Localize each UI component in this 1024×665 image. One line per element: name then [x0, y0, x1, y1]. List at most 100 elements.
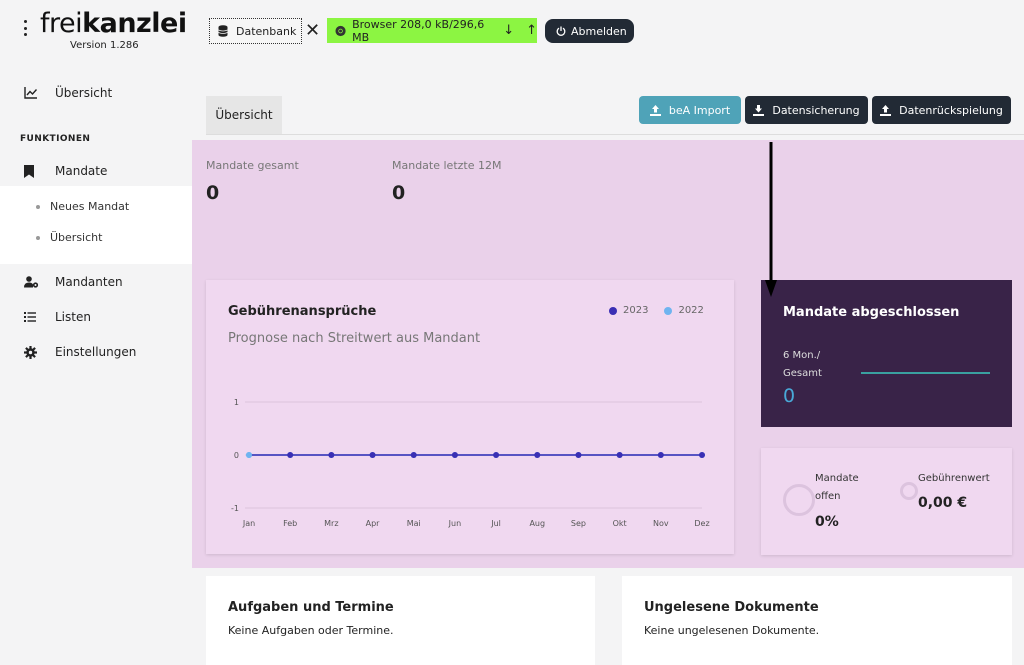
stat-last12-label: Mandate letzte 12M — [392, 159, 502, 172]
x-tick-label: Feb — [283, 519, 297, 528]
sidebar-subitem-label: Neues Mandat — [50, 200, 130, 213]
closed-card-title: Mandate abgeschlossen — [783, 305, 960, 320]
fee-value: 0,00 € — [918, 495, 968, 511]
main-content: Übersicht beA Import Datensicherung Date… — [192, 62, 1024, 665]
data-point-2022 — [246, 452, 252, 458]
chart-line-icon — [0, 87, 55, 99]
stat-total-value: 0 — [206, 182, 220, 204]
tasks-card: Aufgaben und Termine Keine Aufgaben oder… — [206, 576, 595, 665]
bullet-icon — [36, 235, 40, 240]
x-tick-label: Okt — [613, 519, 627, 528]
open-ring-icon — [783, 484, 815, 516]
upload-icon — [880, 104, 892, 116]
x-tick-label: Aug — [529, 519, 545, 528]
sidebar-item-overview[interactable]: Übersicht — [0, 77, 192, 109]
data-point-2023 — [534, 452, 541, 458]
legend-label[interactable]: 2023 — [623, 305, 649, 316]
bea-import-button[interactable]: beA Import — [639, 96, 741, 124]
x-tick-label: Apr — [366, 519, 381, 528]
period-line: Gesamt — [783, 368, 822, 379]
logout-button[interactable]: Abmelden — [545, 19, 634, 43]
annotation-arrow-icon — [765, 142, 777, 297]
gear-icon — [0, 345, 55, 359]
fees-chart-card: Gebührenansprüche Prognose nach Streitwe… — [206, 280, 734, 554]
closed-value: 0 — [783, 385, 796, 407]
data-point-2023 — [575, 452, 582, 458]
fee-label: Gebührenwert — [918, 473, 990, 484]
tasks-empty-text: Keine Aufgaben oder Termine. — [228, 624, 394, 637]
x-tick-label: Nov — [653, 519, 669, 528]
x-tick-label: Mrz — [324, 519, 338, 528]
sidebar-subitem-new-mandate[interactable]: Neues Mandat — [36, 200, 129, 213]
database-icon — [218, 25, 228, 37]
y-tick-label: 1 — [234, 398, 239, 407]
period-line: 6 Mon./ — [783, 350, 821, 361]
tab-overview[interactable]: Übersicht — [206, 96, 282, 134]
database-button[interactable]: Datenbank — [209, 18, 302, 44]
chrome-icon — [335, 25, 346, 36]
arrow-up-icon: ↑ — [526, 23, 537, 38]
legend-label[interactable]: 2022 — [678, 305, 704, 316]
fee-ring-icon — [900, 482, 918, 500]
open-label-line: offen — [815, 491, 841, 502]
bea-import-label: beA Import — [668, 103, 731, 117]
backup-label: Datensicherung — [772, 103, 860, 117]
app-version: Version 1.286 — [70, 40, 139, 51]
chart-legend: 2023 2022 — [609, 305, 704, 316]
open-mandates-card: Mandate offen 0% Gebührenwert 0,00 € — [761, 448, 1012, 555]
x-tick-label: Jun — [448, 519, 462, 528]
sidebar-item-label: Mandate — [55, 164, 108, 178]
data-point-2023 — [699, 452, 705, 458]
mandate-submenu: Neues Mandat Übersicht — [0, 186, 192, 264]
x-tick-label: Dez — [694, 519, 709, 528]
sidebar-item-mandate[interactable]: Mandate — [0, 155, 192, 187]
closed-progress-bar — [861, 372, 990, 374]
stat-total-label: Mandate gesamt — [206, 159, 299, 172]
fees-card-title: Gebührenansprüche — [228, 304, 377, 319]
arrow-down-icon: ↓ — [503, 23, 515, 38]
kebab-menu-icon[interactable] — [22, 20, 28, 36]
open-value: 0% — [815, 514, 839, 530]
sidebar-item-clients[interactable]: Mandanten — [0, 266, 192, 298]
sidebar-item-settings[interactable]: Einstellungen — [0, 336, 192, 368]
bullet-icon — [36, 204, 40, 209]
closed-period-label: 6 Mon./ Gesamt — [783, 347, 822, 383]
x-tick-label: Jan — [242, 519, 255, 528]
documents-card: Ungelesene Dokumente Keine ungelesenen D… — [622, 576, 1012, 665]
restore-label: Datenrückspielung — [899, 103, 1003, 117]
section-label: FUNKTIONEN — [20, 134, 91, 144]
download-icon — [753, 104, 765, 116]
stat-last12-value: 0 — [392, 182, 406, 204]
power-icon — [556, 26, 566, 36]
sidebar-item-lists[interactable]: Listen — [0, 301, 192, 333]
x-tick-label: Mai — [407, 519, 421, 528]
bookmark-icon — [0, 164, 55, 178]
logout-label: Abmelden — [571, 24, 627, 38]
data-point-2023 — [410, 452, 417, 458]
app-logo: freikanzlei — [40, 8, 187, 39]
restore-button[interactable]: Datenrückspielung — [872, 96, 1011, 124]
close-icon[interactable]: ✕ — [305, 20, 321, 41]
legend-swatch — [664, 306, 673, 315]
browser-storage-button[interactable]: Browser 208,0 kB/296,6 MB ↓ ↑ — [327, 17, 537, 44]
y-tick-label: -1 — [231, 504, 239, 513]
documents-empty-text: Keine ungelesenen Dokumente. — [644, 624, 820, 637]
browser-storage-label: Browser 208,0 kB/296,6 MB — [352, 17, 485, 44]
user-cog-icon — [0, 276, 55, 288]
closed-mandates-card: Mandate abgeschlossen 6 Mon./ Gesamt 0 — [761, 280, 1012, 427]
data-point-2023 — [451, 452, 458, 458]
data-point-2023 — [287, 452, 294, 458]
open-label-line: Mandate — [815, 473, 859, 484]
data-point-2023 — [616, 452, 623, 458]
sidebar-item-label: Einstellungen — [55, 345, 137, 359]
legend-swatch — [609, 306, 617, 315]
y-tick-label: 0 — [234, 451, 239, 460]
sidebar-subitem-overview[interactable]: Übersicht — [36, 231, 102, 244]
tab-divider — [206, 134, 1024, 135]
sidebar-item-label: Mandanten — [55, 275, 123, 289]
sidebar-subitem-label: Übersicht — [50, 231, 103, 244]
fees-card-subtitle: Prognose nach Streitwert aus Mandant — [228, 331, 481, 346]
documents-title: Ungelesene Dokumente — [644, 600, 819, 615]
backup-button[interactable]: Datensicherung — [745, 96, 868, 124]
